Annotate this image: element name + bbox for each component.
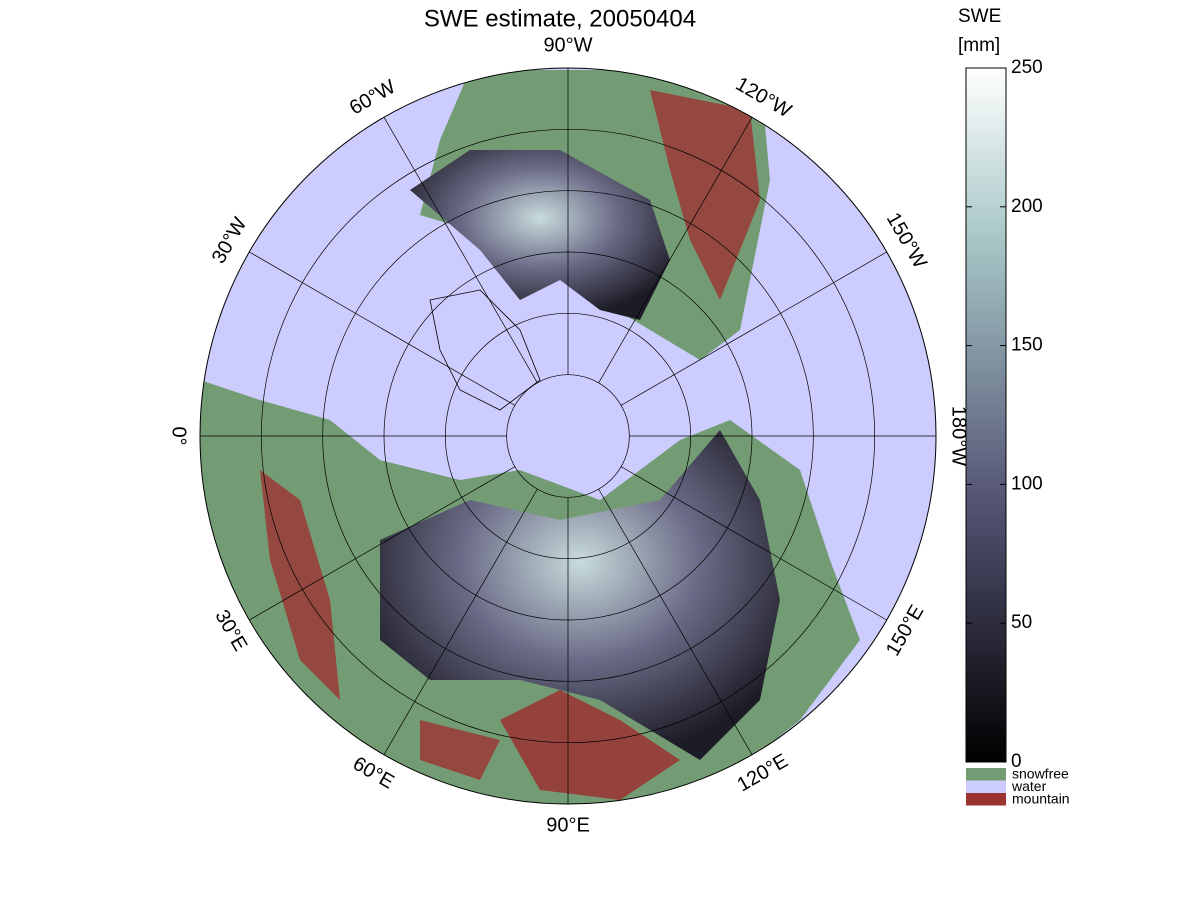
meridian	[249, 251, 516, 406]
legend-label: snowfree	[1012, 766, 1069, 782]
longitude-label: 90°W	[543, 34, 592, 56]
colorbar-tick-label: 100	[1011, 473, 1043, 494]
map	[199, 67, 937, 805]
meridian	[383, 117, 538, 384]
colorbar-label: SWE	[958, 6, 1001, 27]
meridian	[598, 117, 753, 384]
colorbar-tick-label: 50	[1011, 612, 1032, 633]
legend-swatch	[966, 768, 1006, 781]
legend-label: mountain	[1012, 791, 1070, 807]
legend-swatch	[966, 793, 1006, 806]
meridian	[383, 488, 538, 755]
mountain	[420, 720, 500, 780]
colorbar-label: [mm]	[958, 35, 1000, 56]
colorbar-tick-label: 0	[1011, 751, 1022, 772]
colorbar: SWE [mm] 0 50 100 150 200 250	[958, 6, 1043, 772]
mountain	[500, 690, 680, 800]
colorbar-tick-label: 250	[1011, 57, 1043, 78]
legend-swatch	[966, 780, 1006, 793]
longitude-label: 0°	[168, 426, 190, 445]
colorbar-tick-label: 200	[1011, 196, 1043, 217]
colorbar-ramp	[965, 67, 1007, 763]
snow-cover	[410, 150, 670, 320]
longitude-label: 180°W	[948, 406, 970, 466]
meridian	[620, 251, 887, 406]
legend-label: water	[1011, 778, 1047, 794]
map-frame	[199, 67, 937, 805]
meridian	[620, 466, 887, 621]
greenland	[429, 289, 541, 411]
meridian	[249, 466, 516, 621]
longitude-label: 90°E	[546, 814, 590, 836]
snow-cover	[380, 430, 780, 760]
meridian	[598, 488, 753, 755]
mountain	[650, 90, 760, 300]
title: SWE estimate, 20050404	[424, 5, 696, 32]
graticule	[200, 68, 936, 804]
colorbar-tick-label: 150	[1011, 335, 1043, 356]
